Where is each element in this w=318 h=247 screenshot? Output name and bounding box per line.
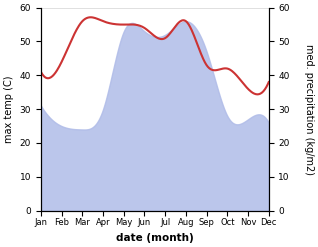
Y-axis label: max temp (C): max temp (C) <box>4 75 14 143</box>
Y-axis label: med. precipitation (kg/m2): med. precipitation (kg/m2) <box>304 44 314 175</box>
X-axis label: date (month): date (month) <box>116 233 194 243</box>
